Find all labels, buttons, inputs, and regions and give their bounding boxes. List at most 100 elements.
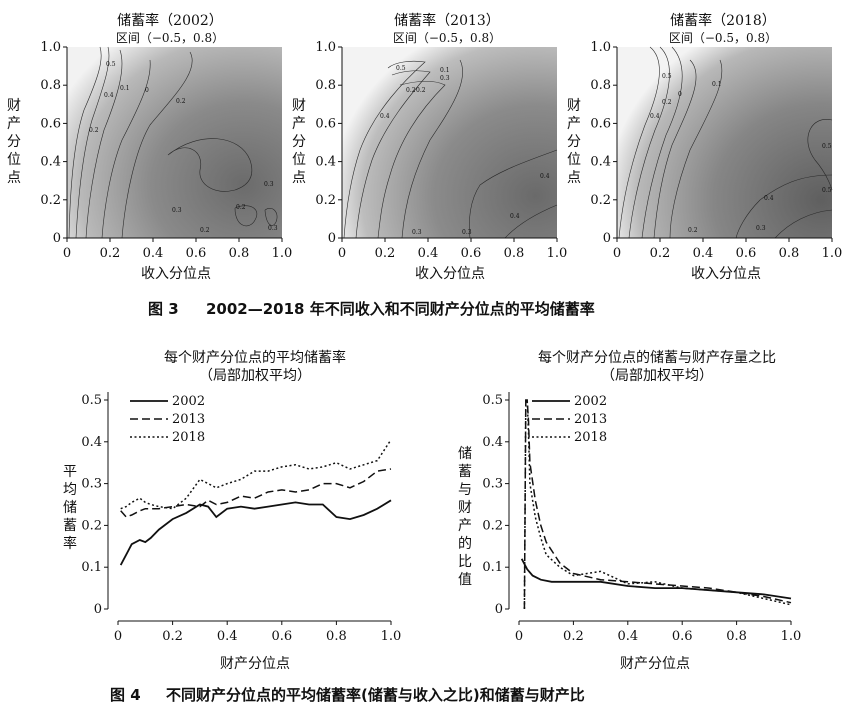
panel-title: 储蓄率（2013） [394, 12, 500, 29]
y-axis-char: 点 [292, 170, 306, 186]
contour-label: 0.4 [510, 213, 520, 220]
x-tick-label: 0.4 [693, 246, 714, 261]
contour-panel-2002: 储蓄率（2002） 区间（−0.5，0.8） 0.5 0.4 0.1 0 0.2… [7, 12, 292, 282]
contour-label: 0.3 [268, 225, 278, 232]
y-axis-char: 蓄 [458, 464, 472, 480]
series-line-2013 [523, 399, 792, 610]
contour-label: 0.3 [412, 229, 422, 236]
caption-text: 不同财产分位点的平均储蓄率(储蓄与收入之比)和储蓄与财产比 [166, 686, 585, 704]
x-tick-label: 0.4 [418, 246, 439, 261]
legend-label: 2013 [172, 412, 205, 427]
x-tick-label: 1.0 [547, 246, 568, 261]
y-tick-label: 0.2 [81, 518, 102, 533]
y-axis-char: 位 [7, 152, 21, 168]
y-axis-char: 储 [63, 500, 77, 516]
y-tick-label: 0 [328, 231, 336, 246]
y-tick-label: 0.4 [590, 155, 611, 170]
y-axis-label-vertical: 财 产 分 位 点 [292, 98, 306, 186]
x-tick-label: 0.8 [229, 246, 250, 261]
legend: 2002 2013 2018 [130, 394, 205, 445]
chart-subtitle: （局部加权平均） [601, 368, 713, 384]
y-tick-label: 0.8 [315, 78, 336, 93]
x-tick-label: 1.0 [381, 629, 402, 644]
x-tick-label: 0.2 [162, 629, 183, 644]
contour-label: 0.4 [764, 195, 774, 202]
y-axis-char: 分 [7, 134, 21, 150]
contour-panel-2013: 储蓄率（2013） 区间（−0.5，0.8） 0.5 0.4 0.2 0.1 0… [292, 12, 567, 282]
y-axis-char: 产 [567, 116, 581, 132]
x-tick-label: 0.6 [672, 629, 693, 644]
y-axis-char: 点 [7, 170, 21, 186]
contour-label: 0.1 [440, 67, 450, 74]
y-axis-char: 均 [63, 482, 77, 498]
axes: 000.20.20.40.40.60.60.80.81.01.0 [590, 40, 842, 261]
x-tick-label: 1.0 [822, 246, 843, 261]
figure4-caption: 图 4 不同财产分位点的平均储蓄率(储蓄与收入之比)和储蓄与财产比 [110, 686, 585, 704]
y-axis-char: 平 [63, 464, 77, 480]
legend-label: 2002 [172, 394, 205, 409]
y-tick-label: 0.5 [81, 393, 102, 408]
x-tick-label: 0.6 [271, 629, 292, 644]
series-line-2018 [523, 399, 792, 610]
contour-lines [68, 46, 278, 239]
contour-label: 0.2 [688, 227, 698, 234]
series-line-2002 [520, 558, 792, 600]
contour-label: 0 [678, 91, 682, 98]
y-axis-char: 财 [458, 500, 472, 516]
panel-subtitle: 区间（−0.5，0.8） [116, 31, 224, 45]
contour-label: 0.5 [822, 143, 832, 150]
x-tick-label: 0.2 [375, 246, 396, 261]
y-tick-label: 0.3 [482, 477, 503, 492]
contour-label: 0.5 [106, 61, 116, 68]
contour-lines [618, 46, 833, 239]
axes: 000.20.20.40.40.60.60.80.81.01.0 [315, 40, 567, 261]
x-tick-label: 0.8 [326, 629, 347, 644]
y-tick-label: 0.5 [482, 393, 503, 408]
y-axis-char: 分 [567, 134, 581, 150]
x-axis-label: 收入分位点 [691, 266, 761, 282]
axes: 0 0.1 0.2 0.3 0.4 0.5 0 0.2 0.4 0.6 0.8 1.0 [81, 392, 401, 644]
y-tick-label: 0.4 [315, 155, 336, 170]
y-axis-label-vertical: 平 均 储 蓄 率 [63, 464, 77, 552]
contour-label: 0.2 [176, 98, 186, 105]
x-tick-label: 0.4 [217, 629, 238, 644]
panel-title: 储蓄率（2002） [117, 12, 223, 29]
x-tick-label: 0 [515, 629, 523, 644]
contour-labels: 0.5 0.4 0.2 0.1 0.3 0.2 0.4 0.4 0.3 0.3 [380, 65, 550, 236]
contour-labels: 0.5 0.4 0.1 0 0.2 0.2 0.3 0.3 0.2 0.2 0.… [89, 61, 278, 234]
y-tick-label: 1.0 [40, 40, 61, 55]
axes: 000.20.20.40.40.60.60.80.81.01.0 [40, 40, 292, 261]
y-tick-label: 0.1 [81, 560, 102, 575]
contour-label: 0.1 [120, 85, 130, 92]
contour-label: 0.3 [440, 75, 450, 82]
contour-label: 0.3 [264, 181, 274, 188]
contour-label: 0.4 [104, 92, 114, 99]
contour-label: 0.4 [650, 113, 660, 120]
x-tick-label: 0 [63, 246, 71, 261]
y-axis-char: 储 [458, 446, 472, 462]
contour-label: 0.5 [662, 73, 672, 80]
y-axis-char: 的 [458, 536, 472, 552]
y-tick-label: 0.4 [40, 155, 61, 170]
contour-label: 0.3 [462, 229, 472, 236]
series-line-2002 [119, 499, 392, 566]
series-line-2013 [120, 468, 392, 518]
x-tick-label: 0.6 [186, 246, 207, 261]
contour-field [67, 47, 282, 238]
x-tick-label: 0.2 [650, 246, 671, 261]
panel-title: 储蓄率（2018） [670, 12, 776, 29]
y-axis-label-vertical: 财 产 分 位 点 [7, 98, 21, 186]
y-tick-label: 0.8 [40, 78, 61, 93]
y-tick-label: 0 [603, 231, 611, 246]
contour-lines [343, 59, 558, 239]
axes: 0 0.1 0.2 0.3 0.4 0.5 0 0.2 0.4 0.6 0.8 1.0 [482, 392, 801, 644]
y-axis-label-vertical: 财 产 分 位 点 [567, 98, 581, 186]
x-tick-label: 0.8 [504, 246, 525, 261]
x-tick-label: 0 [338, 246, 346, 261]
caption-number: 图 3 [148, 300, 179, 318]
x-tick-label: 0.8 [726, 629, 747, 644]
contour-field [342, 47, 557, 238]
x-tick-label: 0.4 [617, 629, 638, 644]
y-axis-char: 位 [292, 152, 306, 168]
